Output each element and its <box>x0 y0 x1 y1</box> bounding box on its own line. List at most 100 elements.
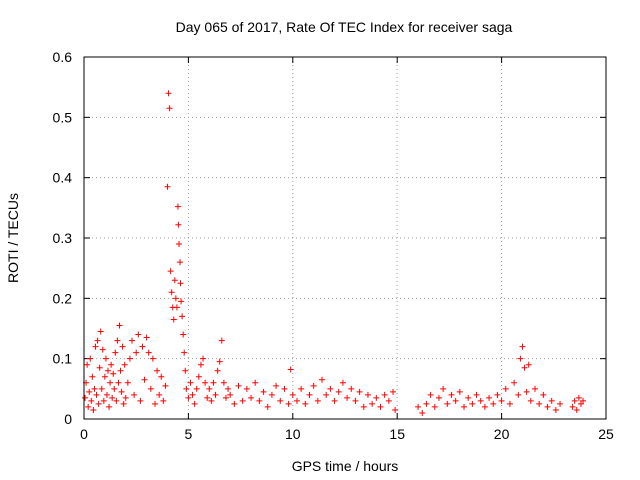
data-point <box>506 400 513 407</box>
data-point <box>126 355 133 362</box>
data-point <box>151 400 158 407</box>
data-point <box>129 337 136 344</box>
data-point <box>120 400 127 407</box>
data-point <box>180 331 187 338</box>
data-point <box>110 370 117 377</box>
axis-ticks: 0 5 10 15 20 25 0 0.1 0.2 0.3 0.4 0.5 0.6 <box>53 49 614 442</box>
data-point <box>348 385 355 392</box>
data-point <box>160 397 167 404</box>
data-point <box>490 400 497 407</box>
data-point <box>172 295 179 302</box>
data-point <box>461 403 468 410</box>
data-point <box>147 385 154 392</box>
data-point <box>573 406 580 413</box>
data-point <box>100 397 107 404</box>
data-point <box>149 355 156 362</box>
data-point <box>167 268 174 275</box>
data-point <box>552 406 559 413</box>
data-point <box>511 379 518 386</box>
y-tick-label: 0 <box>64 411 72 427</box>
data-point <box>137 397 144 404</box>
data-point <box>214 367 221 374</box>
data-point <box>369 400 376 407</box>
data-point <box>106 403 113 410</box>
data-point <box>164 183 171 190</box>
data-point <box>364 391 371 398</box>
data-point <box>314 397 321 404</box>
data-point <box>392 406 399 413</box>
data-point <box>273 382 280 389</box>
data-point <box>281 385 288 392</box>
data-point <box>195 373 202 380</box>
data-point <box>115 379 122 386</box>
data-point <box>256 397 263 404</box>
data-point <box>373 394 380 401</box>
data-point <box>331 397 338 404</box>
data-point <box>577 400 584 407</box>
y-tick-label: 0.1 <box>53 351 73 367</box>
data-point <box>173 304 180 311</box>
data-point <box>179 313 186 320</box>
data-point <box>548 397 555 404</box>
plot-frame <box>83 56 607 420</box>
data-point <box>103 391 110 398</box>
y-tick-label: 0.6 <box>53 49 73 65</box>
data-point <box>133 349 140 356</box>
data-point <box>298 385 305 392</box>
data-point <box>356 388 363 395</box>
data-point <box>381 391 388 398</box>
x-tick-label: 5 <box>185 426 193 442</box>
data-point <box>525 361 532 368</box>
data-point <box>114 337 121 344</box>
data-point <box>444 400 451 407</box>
data-point <box>117 367 124 374</box>
x-tick-label: 20 <box>494 426 510 442</box>
data-point <box>187 379 194 386</box>
data-point <box>243 385 250 392</box>
data-point <box>440 385 447 392</box>
data-point <box>170 316 177 323</box>
data-point <box>141 376 148 383</box>
data-point <box>377 403 384 410</box>
data-point <box>517 355 524 362</box>
y-tick-label: 0.4 <box>53 170 73 186</box>
data-point <box>323 391 330 398</box>
data-point <box>352 397 359 404</box>
data-point <box>222 394 229 401</box>
data-point <box>116 322 123 329</box>
data-point <box>193 385 200 392</box>
data-point <box>231 400 238 407</box>
data-point <box>571 397 578 404</box>
data-point <box>306 391 313 398</box>
data-point <box>154 367 161 374</box>
data-point <box>569 403 576 410</box>
data-point <box>177 280 184 287</box>
data-point <box>96 364 103 371</box>
data-point <box>165 90 172 97</box>
data-point <box>469 400 476 407</box>
data-point <box>189 391 196 398</box>
data-point <box>92 343 99 350</box>
data-point <box>216 358 223 365</box>
data-point <box>268 391 275 398</box>
data-point <box>452 397 459 404</box>
data-point <box>225 385 232 392</box>
data-point <box>536 400 543 407</box>
y-axis-label: ROTI / TECUs <box>5 193 21 283</box>
data-point <box>456 388 463 395</box>
data-point <box>448 391 455 398</box>
data-point <box>162 382 169 389</box>
data-point <box>145 349 152 356</box>
data-point <box>166 105 173 112</box>
data-point <box>101 373 108 380</box>
data-point <box>557 400 564 407</box>
data-point <box>210 379 217 386</box>
data-point <box>293 397 300 404</box>
y-tick-label: 0.2 <box>53 290 73 306</box>
x-axis-label: GPS time / hours <box>292 458 399 474</box>
data-point <box>171 277 178 284</box>
data-point <box>310 382 317 389</box>
data-point <box>181 349 188 356</box>
data-point <box>177 259 184 266</box>
data-point <box>158 373 165 380</box>
